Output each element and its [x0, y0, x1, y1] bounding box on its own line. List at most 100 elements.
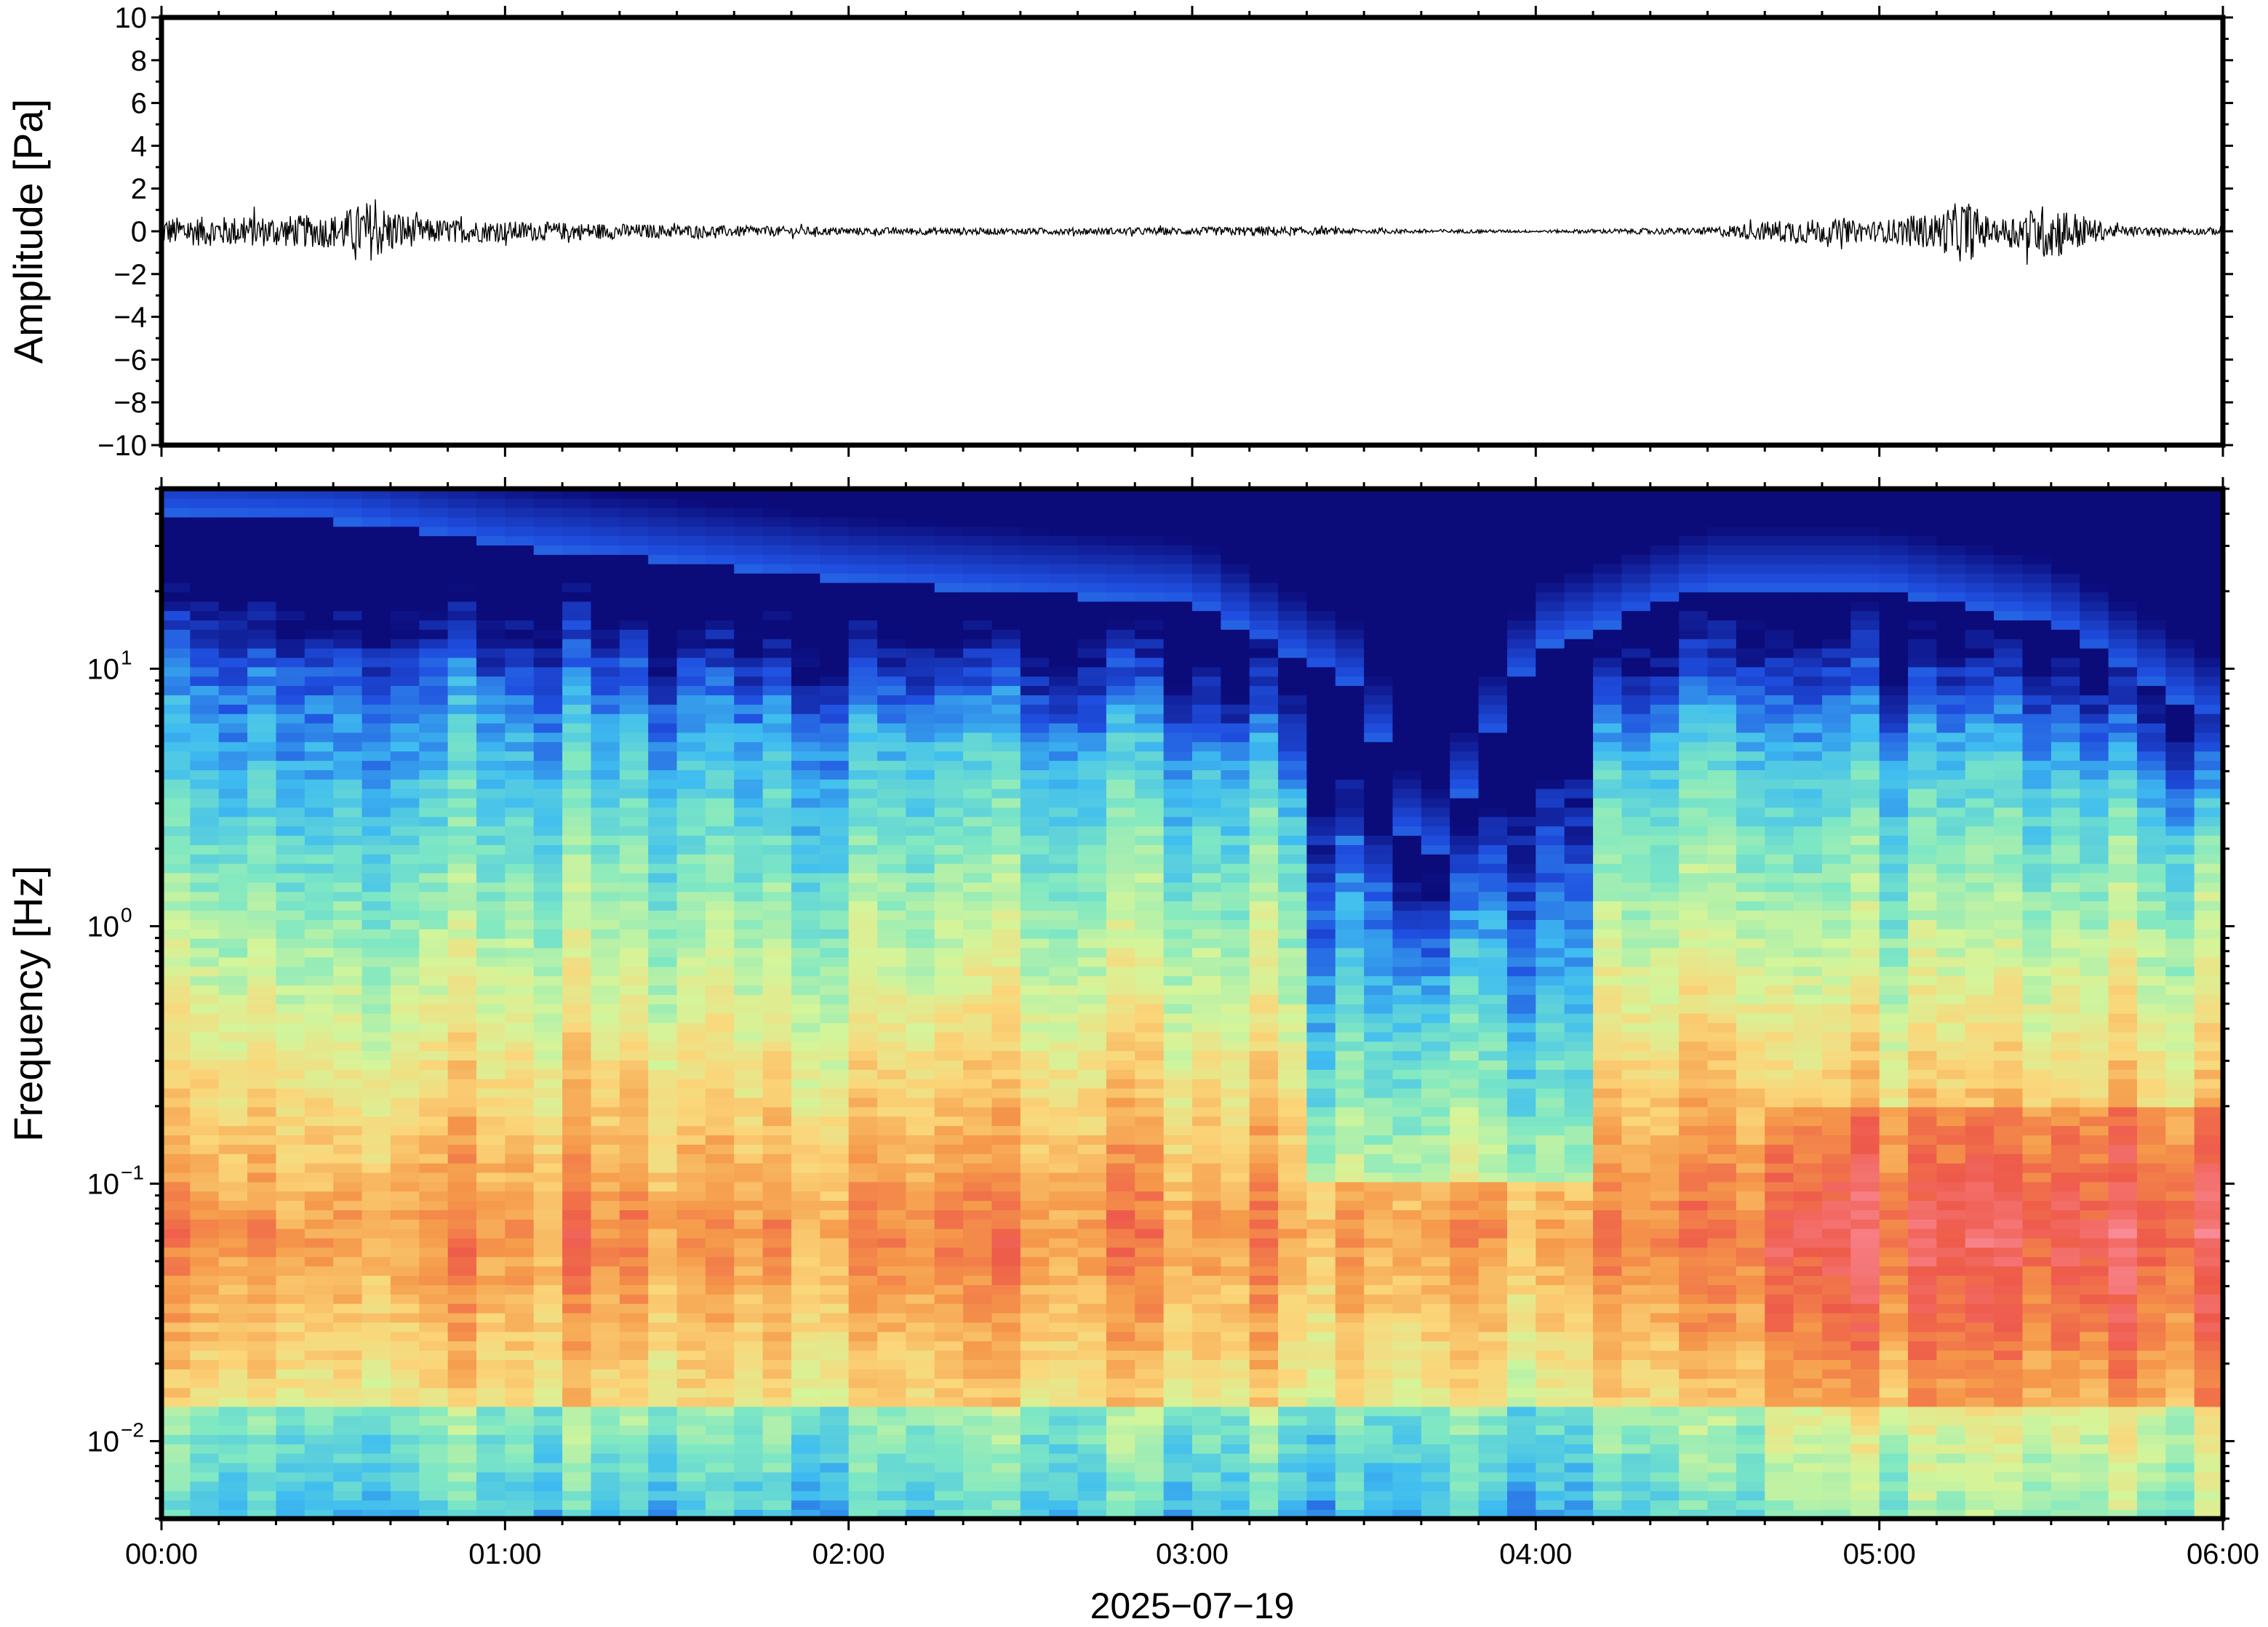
- spectrogram-cell: [620, 919, 649, 930]
- spectrogram-cell: [991, 1388, 1021, 1398]
- spectrogram-cell: [505, 1032, 534, 1042]
- spectrogram-cell: [763, 948, 792, 958]
- spectrogram-cell: [305, 601, 334, 611]
- spectrogram-cell: [1221, 1303, 1250, 1314]
- spectrogram-cell: [534, 1340, 563, 1351]
- spectrogram-cell: [877, 1378, 906, 1388]
- spectrogram-cell: [333, 1369, 362, 1379]
- spectrogram-cell: [763, 1397, 792, 1407]
- spectrogram-cell: [1364, 1482, 1393, 1492]
- spectrogram-cell: [706, 788, 735, 799]
- spectrogram-cell: [1164, 1340, 1193, 1351]
- spectrogram-cell: [562, 498, 591, 508]
- spectrogram-cell: [906, 1182, 935, 1192]
- spectrogram-cell: [1164, 667, 1193, 677]
- spectrogram-cell: [1221, 1415, 1250, 1426]
- spectrogram-cell: [1192, 554, 1221, 564]
- spectrogram-cell: [991, 882, 1021, 892]
- spectrogram-cell: [1106, 1228, 1135, 1239]
- spectrogram-cell: [1250, 1228, 1279, 1239]
- spectrogram-cell: [1306, 1284, 1335, 1295]
- spectrogram-cell: [219, 975, 248, 986]
- spectrogram-cell: [1164, 1172, 1193, 1183]
- spectrogram-cell: [448, 873, 477, 883]
- spectrogram-cell: [1364, 1247, 1393, 1258]
- spectrogram-cell: [190, 573, 219, 583]
- spectrogram-cell: [1164, 1219, 1193, 1229]
- spectrogram-cell: [1049, 1369, 1078, 1379]
- spectrogram-cell: [448, 854, 477, 864]
- spectrogram-cell: [620, 1200, 649, 1210]
- spectrogram-cell: [734, 892, 763, 902]
- spectrogram-cell: [1021, 807, 1050, 818]
- spectrogram-cell: [991, 1350, 1021, 1360]
- spectrogram-cell: [534, 1004, 563, 1014]
- spectrogram-cell: [448, 994, 477, 1004]
- spectrogram-cell: [648, 1154, 677, 1164]
- spectrogram-cell: [219, 1500, 248, 1510]
- spectrogram-cell: [305, 1079, 334, 1089]
- spectrogram-cell: [161, 1434, 191, 1444]
- spectrogram-cell: [1250, 1257, 1279, 1267]
- spectrogram-cell: [849, 498, 878, 508]
- spectrogram-cell: [190, 535, 219, 545]
- spectrogram-cell: [1049, 1228, 1078, 1239]
- spectrogram-cell: [1049, 948, 1078, 958]
- spectrogram-cell: [791, 1397, 820, 1407]
- spectrogram-cell: [1021, 910, 1050, 920]
- spectrogram-cell: [620, 554, 649, 564]
- spectrogram-cell: [476, 1257, 506, 1267]
- spectrogram-cell: [591, 1107, 620, 1117]
- spectrogram-cell: [620, 1350, 649, 1360]
- spectrogram-cell: [591, 1079, 620, 1089]
- spectrogram-cell: [1192, 1275, 1221, 1285]
- spectrogram-cell: [1364, 957, 1393, 967]
- spectrogram-cell: [991, 1247, 1021, 1258]
- spectrogram-cell: [906, 1340, 935, 1351]
- spectrogram-cell: [791, 948, 820, 958]
- spectrogram-cell: [591, 798, 620, 808]
- spectrogram-cell: [534, 1257, 563, 1267]
- spectrogram-cell: [305, 742, 334, 752]
- spectrogram-cell: [1049, 1032, 1078, 1042]
- spectrogram-cell: [791, 1284, 820, 1295]
- spectrogram-cell: [1078, 1088, 1107, 1098]
- spectrogram-cell: [276, 592, 305, 602]
- spectrogram-cell: [877, 1294, 906, 1304]
- spectrogram-cell: [476, 910, 506, 920]
- spectrogram-cell: [448, 1340, 477, 1351]
- spectrogram-cell: [677, 1032, 706, 1042]
- spectrogram-cell: [219, 1257, 248, 1267]
- spectrogram-cell: [1049, 1060, 1078, 1070]
- spectrogram-cell: [1135, 1472, 1164, 1482]
- spectrogram-cell: [648, 629, 677, 639]
- spectrogram-cell: [276, 882, 305, 892]
- spectrogram-cell: [1021, 1322, 1050, 1332]
- spectrogram-cell: [963, 1023, 992, 1033]
- spectrogram-cell: [534, 1434, 563, 1444]
- spectrogram-cell: [677, 1397, 706, 1407]
- spectrogram-cell: [849, 583, 878, 593]
- spectrogram-cell: [591, 1013, 620, 1023]
- spectrogram-cell: [820, 1257, 849, 1267]
- spectrogram-cell: [562, 1135, 591, 1145]
- spectrogram-cell: [219, 639, 248, 649]
- spectrogram-cell: [362, 1434, 391, 1444]
- spectrogram-cell: [591, 1004, 620, 1014]
- spectrogram-cell: [1049, 1135, 1078, 1145]
- spectrogram-cell: [1393, 751, 1422, 761]
- spectrogram-cell: [305, 1284, 334, 1295]
- spectrogram-cell: [1049, 498, 1078, 508]
- spectrogram-cell: [1049, 994, 1078, 1004]
- spectrogram-cell: [906, 807, 935, 818]
- spectrogram-cell: [1221, 676, 1250, 686]
- spectrogram-cell: [935, 629, 964, 639]
- spectrogram-cell: [476, 639, 506, 649]
- spectrogram-cell: [1192, 639, 1221, 649]
- spectrogram-cell: [419, 657, 448, 668]
- spectrogram-cell: [190, 498, 219, 508]
- spectrogram-cell: [763, 508, 792, 518]
- spectrogram-cell: [1049, 742, 1078, 752]
- spectrogram-cell: [305, 723, 334, 733]
- spectrogram-cell: [963, 1275, 992, 1285]
